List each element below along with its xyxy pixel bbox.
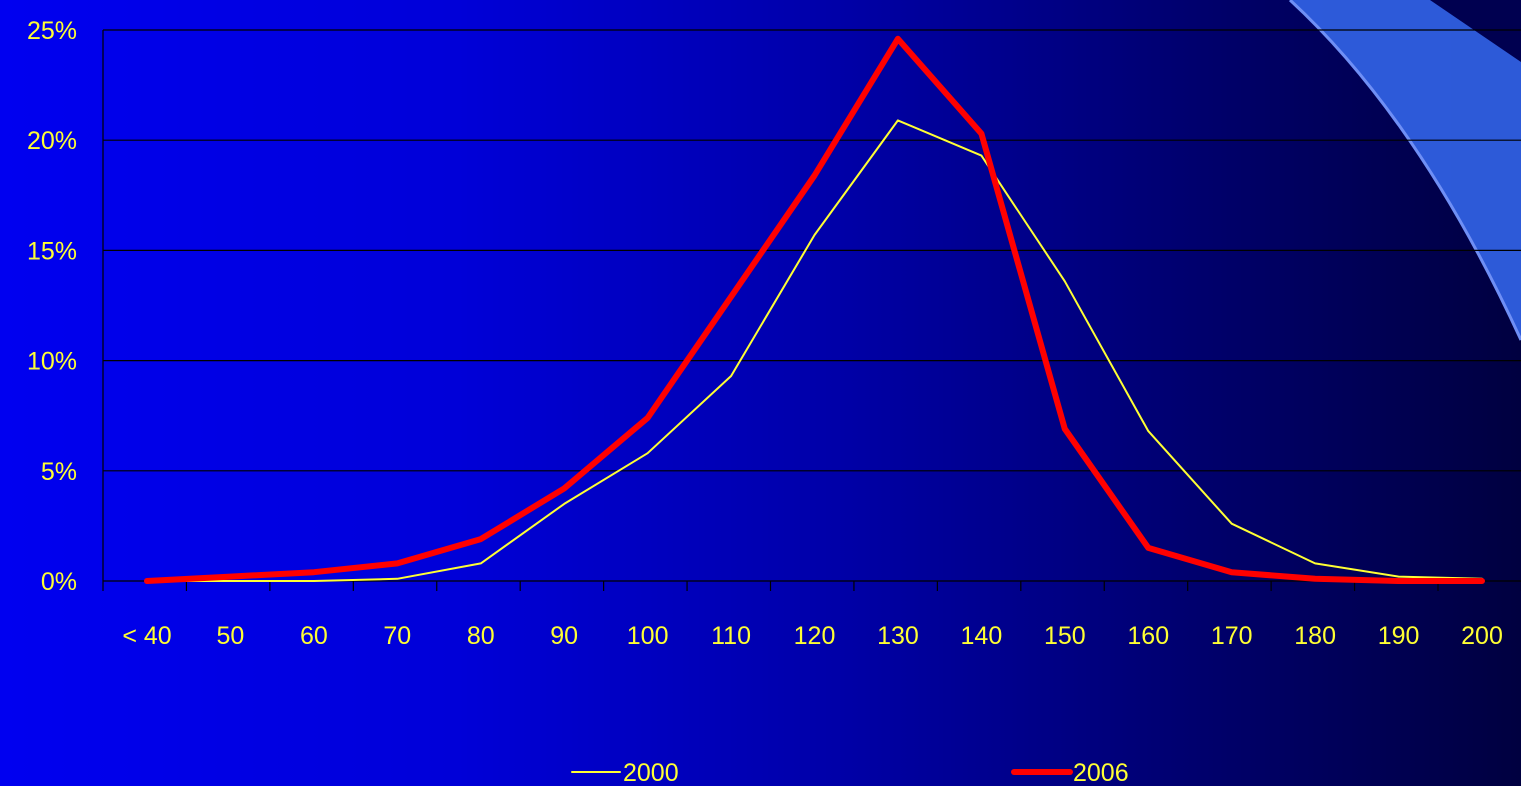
y-tick-label: 25% xyxy=(27,17,77,45)
series-lines xyxy=(144,35,1485,584)
legend-label-2006: 2006 xyxy=(1073,759,1129,786)
gridlines xyxy=(102,29,1521,582)
x-tick-label: 140 xyxy=(961,622,1003,650)
x-tick-label: < 40 xyxy=(122,622,171,650)
y-tick-label: 10% xyxy=(27,348,77,376)
x-tick-label: 130 xyxy=(877,622,919,650)
x-tick-label: 50 xyxy=(217,622,245,650)
x-tick-label: 70 xyxy=(383,622,411,650)
y-tick-label: 0% xyxy=(41,568,77,596)
x-tick-label: 160 xyxy=(1127,622,1169,650)
x-tick-label: 190 xyxy=(1378,622,1420,650)
y-axis-labels: 0% 5% 10% 15% 20% 25% xyxy=(27,17,77,596)
x-tick-label: 180 xyxy=(1294,622,1336,650)
x-tick-label: 110 xyxy=(711,622,751,650)
legend: 2000 2006 xyxy=(571,759,1129,786)
x-tick-label: 120 xyxy=(794,622,836,650)
legend-label-2000: 2000 xyxy=(623,759,679,786)
x-tick-marks xyxy=(102,581,1521,591)
x-tick-label: 170 xyxy=(1211,622,1253,650)
x-tick-label: 90 xyxy=(550,622,578,650)
y-tick-label: 5% xyxy=(41,458,77,486)
x-tick-label: 80 xyxy=(467,622,495,650)
y-tick-label: 20% xyxy=(27,127,77,155)
decorative-arc-edge xyxy=(1288,0,1521,341)
x-tick-label: 200 xyxy=(1461,622,1503,650)
x-tick-label: 100 xyxy=(627,622,669,650)
x-tick-label: 150 xyxy=(1044,622,1086,650)
decorative-corner-shape xyxy=(1430,0,1521,62)
series-line-2006 xyxy=(144,35,1485,584)
series-line-2000 xyxy=(146,119,1483,582)
decorative-arc-shape xyxy=(1290,0,1521,340)
x-tick-label: 60 xyxy=(300,622,328,650)
y-tick-label: 15% xyxy=(27,237,77,265)
x-axis-labels: < 40 50 60 70 80 90 100 110 120 130 140 150 160 170 18… xyxy=(122,622,1503,650)
